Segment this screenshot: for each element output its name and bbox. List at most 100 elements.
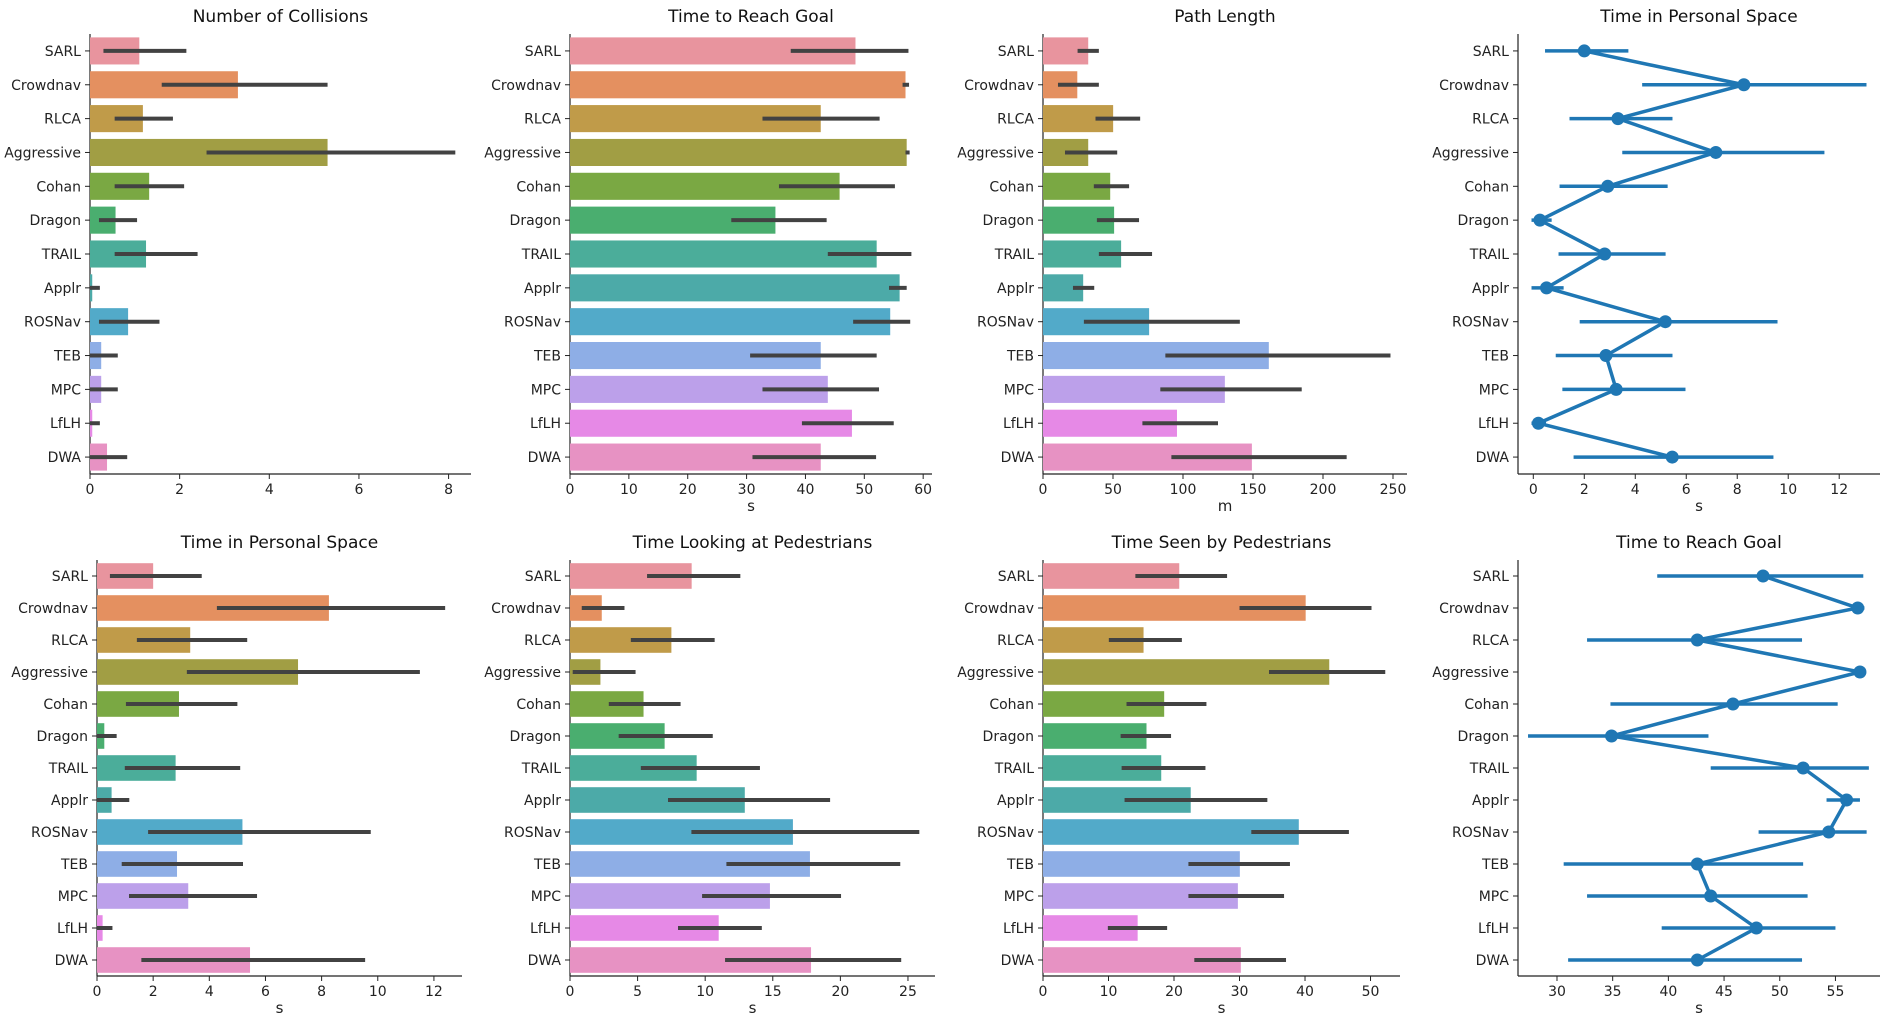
y-tick-label: ROSNav (504, 315, 561, 331)
y-tick-label: Aggressive (1432, 145, 1509, 161)
y-tick-label: Applr (997, 793, 1034, 809)
x-tick-label: 40 (797, 482, 815, 498)
y-tick-label: Applr (44, 281, 81, 297)
y-tick-label: Dragon (510, 729, 561, 745)
y-tick-label: LfLH (50, 416, 81, 432)
x-axis-label: s (747, 497, 755, 515)
y-tick-label: Crowdnav (964, 601, 1034, 617)
point-cohan (1726, 697, 1740, 711)
y-tick-label: SARL (1473, 44, 1509, 60)
point-teb (1599, 349, 1613, 363)
point-rosnav (1822, 825, 1836, 839)
point-applr (1840, 793, 1854, 807)
subplot-0: Number of Collisions 0 2 4 6 8 SARL Crowdnav RLC… (4, 7, 471, 498)
y-tick-label: Crowdnav (491, 601, 561, 617)
x-tick-label: 0 (566, 984, 575, 1000)
y-tick-label: SARL (52, 569, 88, 585)
subplot-2: Path Length 0 50 100 150 200 250 m SARL Crowdnav R… (957, 7, 1407, 515)
bar-applr (570, 274, 900, 302)
y-tick-label: MPC (1004, 382, 1035, 398)
chart-title: Time to Reach Goal (667, 7, 834, 27)
y-tick-label: TRAIL (41, 247, 81, 263)
y-tick-label: TRAIL (521, 761, 561, 777)
x-axis-label: s (1695, 999, 1703, 1017)
y-tick-label: TEB (1481, 349, 1509, 365)
x-tick-label: 0 (566, 482, 575, 498)
x-axis-label: m (1218, 497, 1233, 515)
x-tick-label: 35 (1604, 984, 1622, 1000)
chart-title: Time in Personal Space (1599, 7, 1797, 27)
y-tick-label: Applr (997, 281, 1034, 297)
point-rlca (1611, 112, 1625, 126)
point-aggressive (1709, 145, 1723, 159)
y-tick-label: MPC (58, 889, 89, 905)
y-tick-label: SARL (45, 44, 81, 60)
x-tick-label: 2 (175, 482, 184, 498)
y-tick-label: DWA (528, 450, 562, 466)
y-tick-label: Cohan (989, 697, 1034, 713)
x-tick-label: 40 (1659, 984, 1677, 1000)
x-axis-label: s (276, 999, 284, 1017)
y-tick-label: MPC (51, 382, 82, 398)
y-tick-label: Crowdnav (964, 78, 1034, 94)
x-tick-label: 10 (1100, 984, 1118, 1000)
y-tick-label: Aggressive (1432, 665, 1509, 681)
y-tick-label: TEB (1481, 857, 1509, 873)
y-tick-label: MPC (1479, 889, 1510, 905)
y-tick-label: LfLH (1003, 921, 1034, 937)
point-teb (1690, 857, 1704, 871)
x-tick-label: 2 (149, 984, 158, 1000)
point-rlca (1690, 633, 1704, 647)
chart-title: Time to Reach Goal (1615, 533, 1782, 553)
y-tick-label: ROSNav (504, 825, 561, 841)
x-tick-label: 12 (425, 984, 443, 1000)
x-tick-label: 100 (1170, 482, 1197, 498)
x-tick-label: 0 (93, 984, 102, 1000)
x-axis-label: s (1695, 497, 1703, 515)
x-tick-label: 10 (369, 984, 387, 1000)
x-tick-label: 4 (205, 984, 214, 1000)
y-tick-label: Dragon (983, 729, 1034, 745)
point-lflh (1531, 416, 1545, 430)
x-tick-label: 55 (1827, 984, 1845, 1000)
y-tick-label: Applr (1472, 281, 1509, 297)
chart-title: Number of Collisions (193, 7, 369, 27)
y-tick-label: MPC (531, 382, 562, 398)
y-tick-label: SARL (525, 44, 561, 60)
y-tick-label: Aggressive (11, 665, 88, 681)
y-tick-label: ROSNav (31, 825, 88, 841)
y-tick-label: RLCA (1472, 633, 1509, 649)
bar-aggressive (570, 138, 907, 166)
y-tick-label: Cohan (43, 697, 88, 713)
x-tick-label: 15 (764, 984, 782, 1000)
y-tick-label: Dragon (510, 213, 561, 229)
y-tick-label: LfLH (1003, 416, 1034, 432)
subplot-3: Time in Personal Space 0 2 4 6 8 10 12 s SARL Crow… (1432, 7, 1880, 515)
subplot-4: Time in Personal Space 0 2 4 6 8 10 12 s SARL Crow… (11, 533, 462, 1017)
y-tick-label: TEB (53, 349, 81, 365)
point-dragon (1533, 213, 1547, 227)
y-tick-label: Applr (51, 793, 88, 809)
point-trail (1796, 761, 1810, 775)
y-tick-label: ROSNav (1452, 825, 1509, 841)
y-tick-label: TRAIL (1469, 761, 1509, 777)
y-tick-label: SARL (525, 569, 561, 585)
y-tick-label: RLCA (524, 633, 561, 649)
x-tick-label: 0 (86, 482, 95, 498)
y-tick-label: TRAIL (521, 247, 561, 263)
y-tick-label: Aggressive (484, 665, 561, 681)
bar-crowdnav (570, 71, 906, 99)
y-tick-label: LfLH (1478, 921, 1509, 937)
y-tick-label: Crowdnav (491, 78, 561, 94)
y-tick-label: TEB (1006, 857, 1034, 873)
y-tick-label: SARL (1473, 569, 1509, 585)
x-tick-label: 30 (1231, 984, 1249, 1000)
point-sarl (1577, 44, 1591, 58)
y-tick-label: Cohan (516, 697, 561, 713)
x-tick-label: 0 (1039, 482, 1048, 498)
y-tick-label: Crowdnav (1439, 78, 1509, 94)
x-tick-label: 250 (1380, 482, 1407, 498)
y-tick-label: Aggressive (957, 665, 1034, 681)
subplot-7: Time to Reach Goal 30 35 40 45 50 55 s SARL Crowd… (1432, 533, 1880, 1017)
y-tick-label: Applr (1472, 793, 1509, 809)
